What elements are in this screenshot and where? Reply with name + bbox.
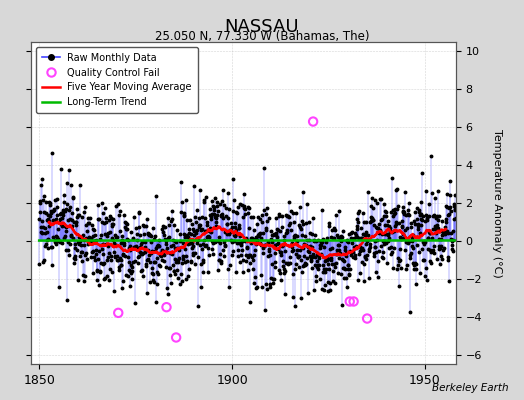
Point xyxy=(363,315,372,322)
Text: NASSAU: NASSAU xyxy=(225,18,299,36)
Point xyxy=(350,298,358,305)
Y-axis label: Temperature Anomaly (°C): Temperature Anomaly (°C) xyxy=(492,129,501,277)
Point xyxy=(345,298,354,305)
Point xyxy=(309,118,318,125)
Legend: Raw Monthly Data, Quality Control Fail, Five Year Moving Average, Long-Term Tren: Raw Monthly Data, Quality Control Fail, … xyxy=(36,47,198,113)
Text: Berkeley Earth: Berkeley Earth xyxy=(432,383,508,393)
Point xyxy=(114,310,123,316)
Text: 25.050 N, 77.330 W (Bahamas, The): 25.050 N, 77.330 W (Bahamas, The) xyxy=(155,30,369,43)
Point xyxy=(162,304,171,310)
Point xyxy=(172,334,180,341)
